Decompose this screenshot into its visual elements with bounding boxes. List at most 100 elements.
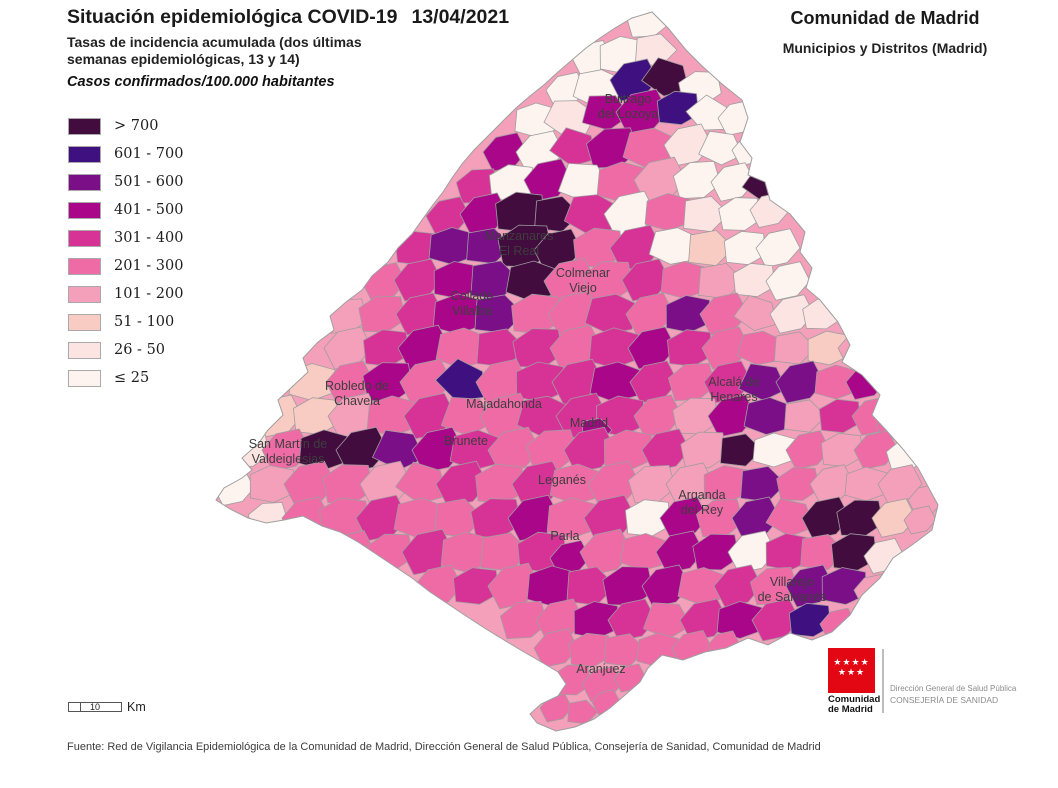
legend-row: 201 - 300 (68, 252, 183, 280)
legend-swatch (68, 257, 101, 275)
legend-row: ≤ 25 (68, 364, 183, 392)
municipality-cell (642, 602, 692, 639)
map-place-label: San Martín de Valdeiglesias (249, 437, 328, 466)
municipality-cell (698, 130, 744, 166)
municipality-cell (607, 598, 657, 642)
legend-row: 26 - 50 (68, 336, 183, 364)
municipality-cell (733, 295, 778, 332)
scale-bar-divider (80, 702, 81, 712)
municipality-cell (732, 262, 776, 298)
legend-swatch (68, 313, 101, 331)
municipality-cell (740, 465, 787, 503)
municipality-cell (818, 398, 862, 434)
municipality-cell (641, 428, 691, 472)
map-place-label: Parla (550, 529, 579, 543)
legend-row: 301 - 400 (68, 224, 183, 252)
source-footer: Fuente: Red de Vigilancia Epidemiológica… (67, 741, 821, 753)
legend-row: 501 - 600 (68, 168, 183, 196)
map-place-label: Leganés (538, 473, 586, 487)
map-place-label: Colmenar Viejo (556, 266, 610, 295)
legend-row: 51 - 100 (68, 308, 183, 336)
logo-divider (882, 649, 884, 713)
municipality-cell (581, 95, 631, 131)
legend-row: 401 - 500 (68, 196, 183, 224)
municipality-cell (683, 195, 730, 233)
municipality-cell (579, 528, 633, 576)
legend-swatch (68, 173, 101, 191)
region-title: Comunidad de Madrid (790, 8, 980, 28)
municipality-cell (775, 360, 825, 404)
municipality-cell (713, 564, 763, 608)
department-block: Dirección General de Salud Pública CONSE… (890, 683, 1050, 706)
map-place-label: Buitrago del Lozoya (598, 92, 659, 121)
comunidad-madrid-flag-logo: ★★★★ ★★★ (828, 648, 875, 693)
legend-row: > 700 (68, 112, 183, 140)
legend-swatch (68, 285, 101, 303)
municipality-cell (783, 399, 827, 433)
map-place-label: Madrid (570, 416, 608, 430)
legend-label: 301 - 400 (114, 230, 184, 246)
logo-org-name: Comunidad de Madrid (828, 695, 880, 714)
municipality-cell (821, 567, 867, 605)
subtitle: Tasas de incidencia acumulada (dos últim… (67, 34, 362, 67)
page-title: Situación epidemiológica COVID-19 13/04/2… (67, 6, 509, 29)
region-subtitle: Municipios y Distritos (Madrid) (782, 40, 988, 56)
legend-label: 101 - 200 (114, 286, 184, 302)
legend-label: 601 - 700 (114, 146, 184, 162)
legend-label: 26 - 50 (114, 342, 166, 358)
municipality-cell (655, 530, 705, 574)
municipality-cell (499, 600, 549, 640)
municipality-cell (261, 428, 311, 472)
municipality-cell (769, 294, 815, 334)
legend-swatch (68, 369, 101, 387)
region-header: Comunidad de Madrid Municipios y Distrit… (730, 8, 1040, 56)
municipality-cell (680, 431, 728, 469)
municipality-cell (755, 228, 801, 268)
legend-label: > 700 (114, 118, 159, 134)
legend-label: ≤ 25 (114, 370, 150, 386)
municipality-cell (533, 628, 579, 668)
legend-label: 201 - 300 (114, 258, 184, 274)
municipality-cell (688, 229, 735, 267)
municipality-cell (563, 426, 617, 474)
municipality-cell (718, 197, 762, 231)
map-place-label: Majadahonda (466, 397, 542, 411)
legend-label: 51 - 100 (114, 314, 175, 330)
scale-bar-unit: Km (127, 700, 146, 714)
municipality-cell (809, 464, 855, 504)
municipality-cell (692, 533, 740, 571)
municipality-cell (487, 426, 541, 474)
legend-label: 501 - 600 (114, 174, 184, 190)
map-place-label: Collado Villalba (451, 289, 493, 318)
legend: > 700 601 - 700 501 - 600 401 - 500 301 - 40… (68, 112, 183, 392)
municipality-cell (903, 505, 937, 535)
legend-row: 101 - 200 (68, 280, 183, 308)
department-line1: Dirección General de Salud Pública (890, 684, 1017, 693)
map-place-label: Alcalá de Henares (708, 375, 759, 404)
scale-bar-value: 10 (89, 702, 100, 712)
municipality-cell (329, 530, 375, 570)
legend-swatch (68, 341, 101, 359)
municipality-cell (335, 426, 389, 474)
municipality-cell (801, 496, 851, 540)
municipality-cell (788, 602, 832, 638)
map-place-label: Manzanares El Real (485, 229, 554, 258)
municipality-cell (249, 465, 295, 503)
map-place-label: Aranjuez (576, 662, 625, 676)
legend-row: 601 - 700 (68, 140, 183, 168)
map-labels-group: Buitrago del Lozoya Manzanares El RealColme… (249, 92, 827, 676)
map-place-label: Villarejo de Salvanés (758, 575, 827, 604)
municipality-cell (656, 90, 700, 126)
logo-org-line2: de Madrid (828, 703, 873, 715)
metric-note: Casos confirmados/100.000 habitantes (67, 74, 335, 90)
municipality-cell (752, 432, 796, 468)
municipality-cell (566, 566, 617, 606)
flag-stars-top: ★★★★ (833, 657, 870, 667)
municipality-cell (663, 123, 713, 167)
region-outline (215, 11, 939, 732)
municipality-cell (765, 261, 811, 301)
municipality-cell (452, 567, 500, 605)
municipality-cell (679, 598, 729, 642)
legend-swatch (68, 145, 101, 163)
